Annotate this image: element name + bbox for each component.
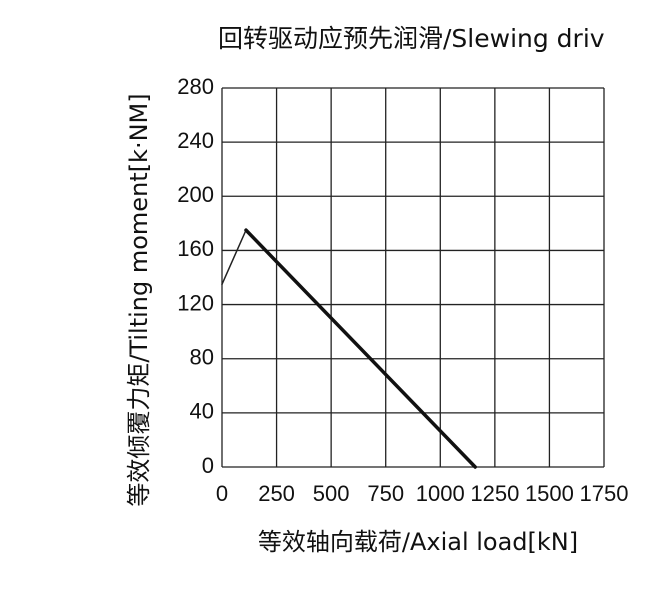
x-tick-label: 500 [313, 481, 350, 506]
y-tick-label: 280 [177, 74, 214, 99]
x-tick-label: 0 [216, 481, 228, 506]
y-tick-label: 0 [202, 453, 214, 478]
y-tick-label: 200 [177, 182, 214, 207]
x-tick-label: 1750 [580, 481, 629, 506]
data-line [221, 229, 247, 286]
x-tick-label: 1250 [470, 481, 519, 506]
y-tick-label: 160 [177, 236, 214, 261]
x-tick-label: 1500 [525, 481, 574, 506]
x-tick-label: 250 [258, 481, 295, 506]
chart-title: 回转驱动应预先润滑/Slewing driv [218, 24, 605, 53]
y-tick-label: 40 [190, 399, 214, 424]
x-tick-label: 1000 [416, 481, 465, 506]
y-tick-label: 240 [177, 128, 214, 153]
data-line [244, 228, 477, 469]
x-axis-label: 等效轴向载荷/Axial load[kN] [258, 528, 578, 556]
y-tick-label: 120 [177, 290, 214, 315]
y-axis-label: 等效倾覆力矩/Tilting moment[k·NM] [125, 93, 153, 506]
y-tick-label: 80 [190, 345, 214, 370]
x-tick-label: 750 [367, 481, 404, 506]
